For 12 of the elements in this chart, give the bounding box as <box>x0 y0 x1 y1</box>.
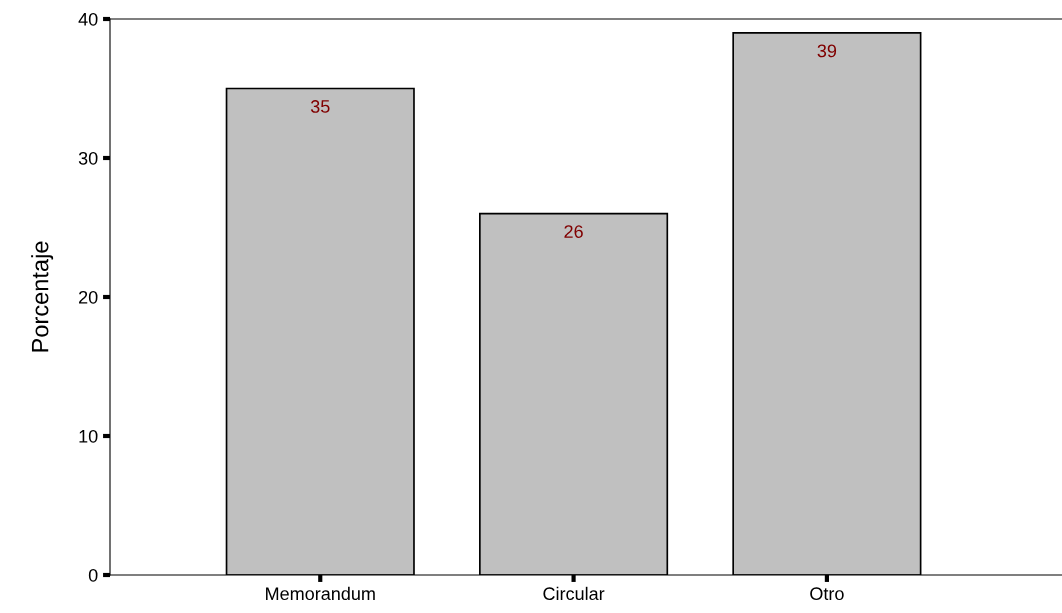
y-tick-label: 40 <box>78 12 98 26</box>
y-tick-label: 20 <box>79 290 98 304</box>
data-label: 39 <box>817 44 837 58</box>
y-axis-title: Porcentaje <box>31 241 54 352</box>
y-tick-label: 10 <box>79 429 98 443</box>
data-label: 35 <box>310 100 330 113</box>
x-tick-label: Circular <box>543 586 605 601</box>
data-label: 26 <box>564 225 583 238</box>
x-tick-label: Otro <box>810 587 844 601</box>
y-tick-label: 0 <box>88 568 98 582</box>
y-tick-label: 30 <box>78 151 98 165</box>
x-tick-label: Memorandum <box>266 586 375 601</box>
